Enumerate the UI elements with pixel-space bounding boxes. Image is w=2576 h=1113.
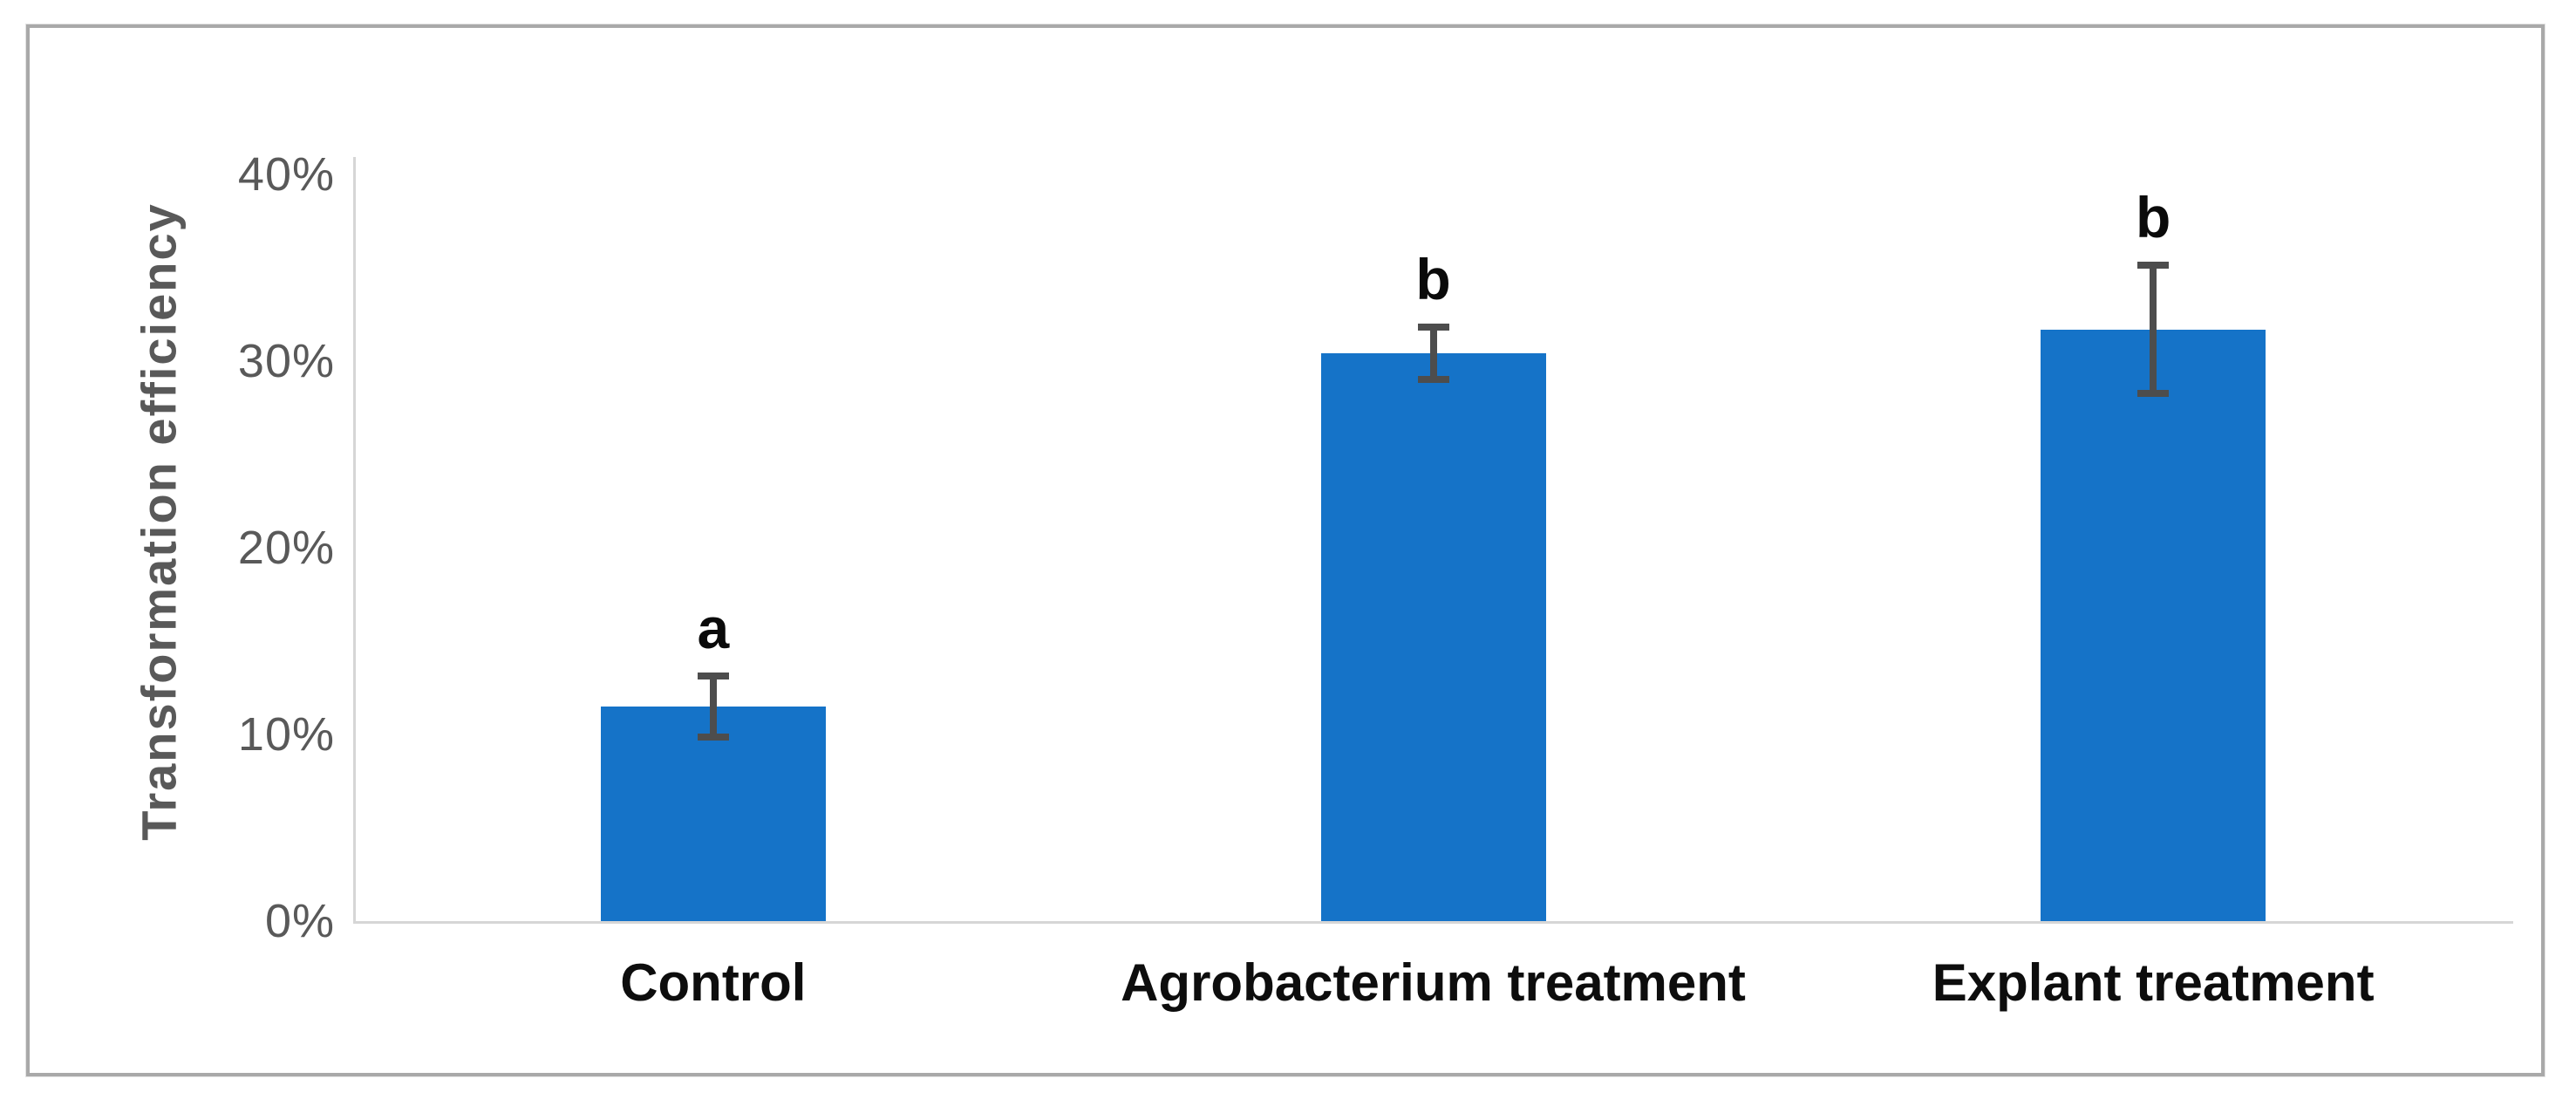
category-label: Control: [620, 953, 807, 1012]
error-bar-stem: [709, 675, 717, 738]
y-tick-label: 0%: [264, 894, 335, 947]
error-bar-bottom-cap: [1417, 376, 1449, 384]
significance-letter: a: [697, 595, 730, 660]
x-axis-line: [353, 921, 2513, 924]
error-bar-bottom-cap: [697, 734, 729, 741]
bar-agrobacterium-treatment: [1320, 353, 1546, 921]
significance-letter: b: [1415, 247, 1451, 312]
bar-explant-treatment: [2041, 329, 2266, 921]
category-label: Explant treatment: [1932, 953, 2375, 1012]
error-bar-top-cap: [2137, 261, 2170, 269]
y-tick-label: 40%: [237, 147, 335, 201]
error-bar-stem: [1429, 327, 1437, 380]
y-axis-line: [353, 157, 356, 923]
significance-letter: b: [2135, 184, 2171, 249]
bar-control: [600, 706, 826, 921]
y-tick-label: 20%: [237, 521, 335, 574]
error-bar-top-cap: [697, 672, 729, 679]
error-bar-top-cap: [1417, 324, 1449, 331]
y-tick-label: 30%: [237, 334, 335, 387]
error-bar-bottom-cap: [2137, 390, 2170, 398]
error-bar-stem: [2150, 264, 2157, 394]
y-tick-label: 10%: [237, 707, 335, 761]
category-label: Agrobacterium treatment: [1121, 953, 1746, 1012]
